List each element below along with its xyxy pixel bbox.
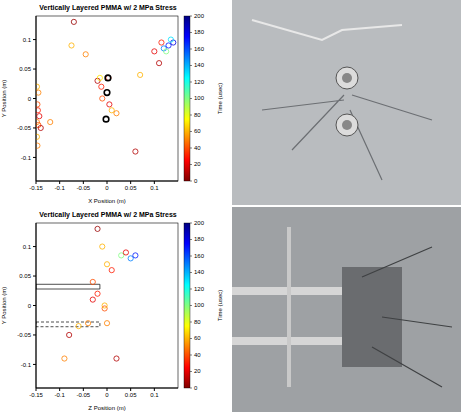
svg-text:-0.1: -0.1 bbox=[54, 392, 65, 398]
svg-text:-0.1: -0.1 bbox=[54, 185, 65, 191]
svg-text:-0.05: -0.05 bbox=[17, 332, 31, 338]
svg-text:160: 160 bbox=[194, 46, 205, 52]
svg-text:-0.15: -0.15 bbox=[29, 185, 43, 191]
svg-text:180: 180 bbox=[194, 29, 205, 35]
svg-text:-0.1: -0.1 bbox=[21, 362, 32, 368]
html-text:Vertically Layered PMMA w/ 2 M: Vertically Layered PMMA w/ 2 MPa Stress bbox=[39, 4, 177, 11]
svg-text:100: 100 bbox=[194, 95, 205, 101]
svg-text:40: 40 bbox=[194, 352, 201, 358]
svg-text:0.1: 0.1 bbox=[23, 244, 32, 250]
svg-text:0: 0 bbox=[28, 96, 32, 102]
svg-text:0: 0 bbox=[194, 178, 198, 184]
svg-text:60: 60 bbox=[194, 335, 201, 341]
svg-text:0.1: 0.1 bbox=[23, 37, 32, 43]
svg-text:X Position (m): X Position (m) bbox=[88, 198, 126, 204]
svg-text:0.1: 0.1 bbox=[150, 392, 159, 398]
svg-text:Time (usec): Time (usec) bbox=[217, 83, 223, 114]
svg-text:140: 140 bbox=[194, 269, 205, 275]
svg-text:Time (usec): Time (usec) bbox=[217, 290, 223, 321]
svg-text:20: 20 bbox=[194, 161, 201, 167]
svg-text:200: 200 bbox=[194, 13, 205, 19]
svg-text:120: 120 bbox=[194, 79, 205, 85]
svg-text:40: 40 bbox=[194, 145, 201, 151]
svg-text:0.1: 0.1 bbox=[150, 185, 159, 191]
svg-text:180: 180 bbox=[194, 236, 205, 242]
svg-text:60: 60 bbox=[194, 128, 201, 134]
html-text:Vertically Layered PMMA w/ 2 M: Vertically Layered PMMA w/ 2 MPa Stress bbox=[39, 211, 177, 218]
svg-text:Z Position (m): Z Position (m) bbox=[88, 405, 125, 411]
svg-text:200: 200 bbox=[194, 220, 205, 226]
svg-text:100: 100 bbox=[194, 302, 205, 308]
svg-text:80: 80 bbox=[194, 112, 201, 118]
svg-text:0: 0 bbox=[105, 392, 109, 398]
svg-text:160: 160 bbox=[194, 253, 205, 259]
svg-text:-0.15: -0.15 bbox=[29, 392, 43, 398]
svg-text:-0.1: -0.1 bbox=[21, 155, 32, 161]
svg-text:0.05: 0.05 bbox=[19, 273, 31, 279]
svg-text:Y Position (m): Y Position (m) bbox=[1, 287, 7, 325]
svg-text:0.05: 0.05 bbox=[125, 392, 137, 398]
svg-text:-0.05: -0.05 bbox=[17, 125, 31, 131]
svg-text:120: 120 bbox=[194, 286, 205, 292]
svg-text:Y Position (m): Y Position (m) bbox=[1, 80, 7, 118]
svg-text:0: 0 bbox=[194, 385, 198, 391]
svg-text:0: 0 bbox=[105, 185, 109, 191]
svg-text:0.05: 0.05 bbox=[19, 66, 31, 72]
svg-text:0: 0 bbox=[28, 303, 32, 309]
svg-text:-0.05: -0.05 bbox=[76, 392, 90, 398]
svg-text:140: 140 bbox=[194, 62, 205, 68]
svg-text:0.05: 0.05 bbox=[125, 185, 137, 191]
svg-text:20: 20 bbox=[194, 368, 201, 374]
svg-text:-0.05: -0.05 bbox=[76, 185, 90, 191]
svg-text:80: 80 bbox=[194, 319, 201, 325]
